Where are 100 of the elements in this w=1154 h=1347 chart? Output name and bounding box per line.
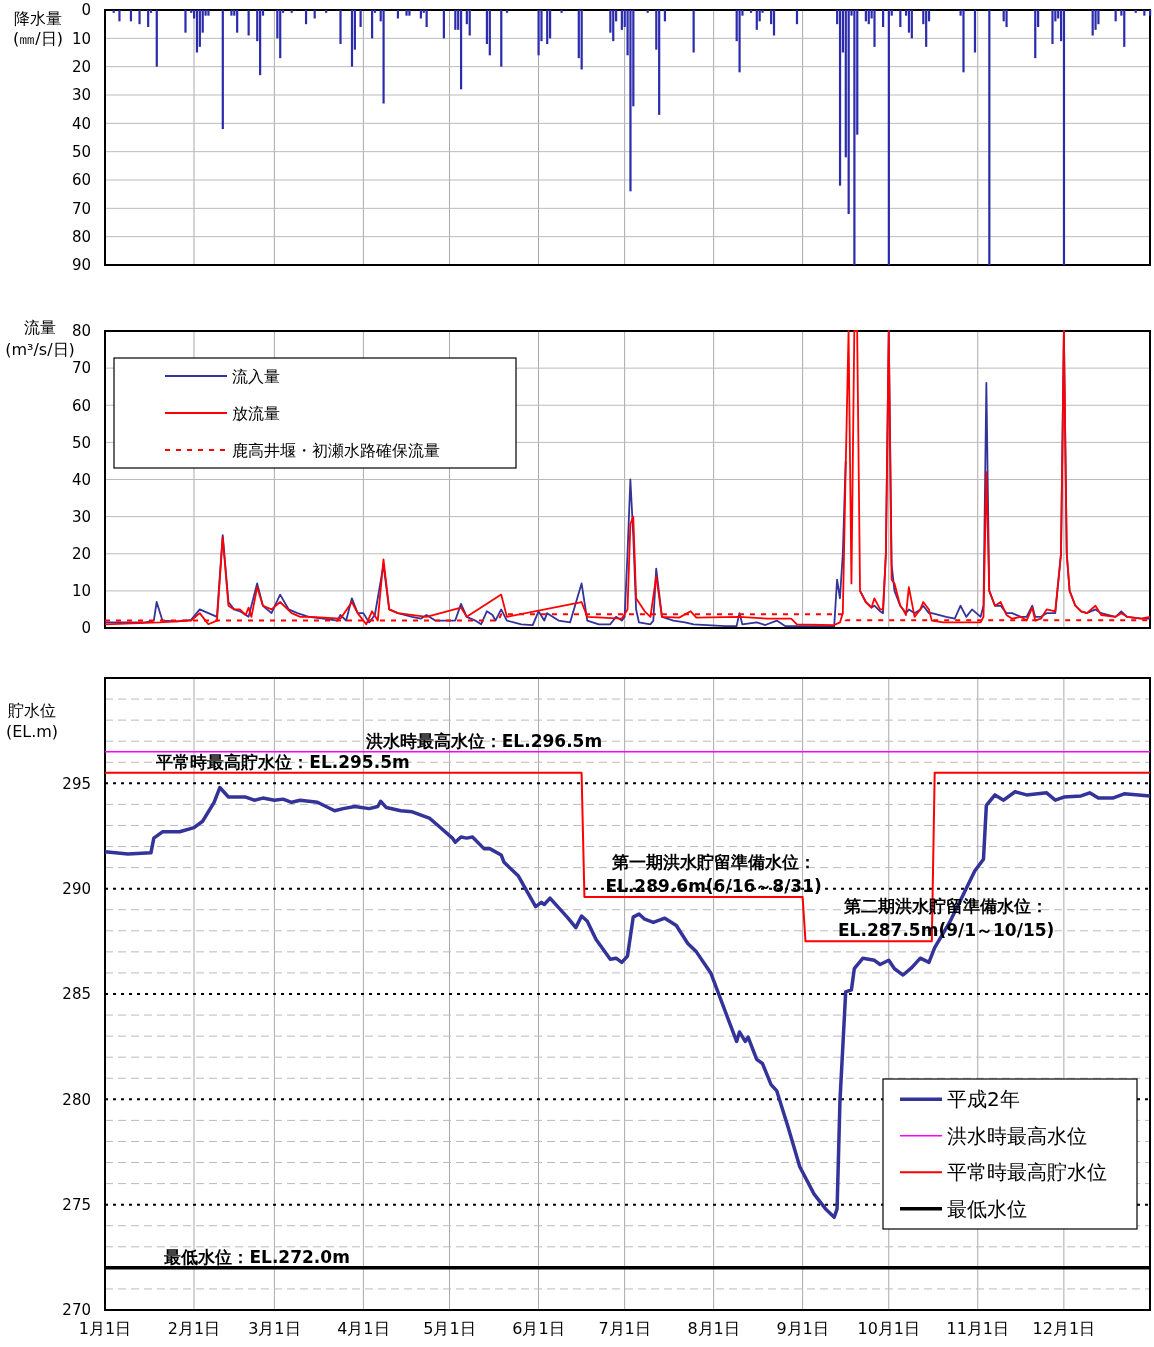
bar [500,10,503,67]
y-tick-label: 30 [71,507,91,526]
x-tick-label: 4月1日 [337,1319,390,1338]
bar [973,10,977,53]
y-tick-label: 70 [71,359,91,378]
bar [459,10,463,90]
x-tick-label: 6月1日 [512,1319,565,1338]
bar [560,10,563,13]
bar [537,10,540,56]
x-tick-label: 9月1日 [776,1319,829,1338]
bar [359,10,362,27]
bar [1143,10,1146,16]
legend-label: 平常時最高貯水位 [947,1160,1107,1185]
bar [899,10,902,27]
bar [1134,10,1137,13]
bar [442,10,445,39]
bar [546,10,549,44]
y-tick-label: 70 [71,199,91,218]
annotation: 第一期洪水貯留準備水位： EL.289.6m(6/16～8/31) [605,852,822,897]
bar [629,10,632,192]
y-tick-label: 60 [71,396,91,415]
y-tick-label: 50 [71,433,91,452]
bar [658,10,661,115]
bar [454,10,457,30]
y-tick-label: 80 [71,227,91,246]
x-tick-label: 12月1日 [1032,1319,1096,1338]
legend-label: 平成2年 [947,1087,1020,1112]
bar [1005,10,1008,27]
y-tick-label: 40 [71,470,91,489]
bar [304,10,308,25]
y-tick-label: 60 [71,171,91,190]
bar [1034,10,1037,59]
annotation: 平常時最高貯水位：EL.295.5m [155,751,410,772]
legend-label: 最低水位 [947,1196,1027,1221]
bar [692,10,695,53]
x-tick-label: 7月1日 [598,1319,651,1338]
bar [873,10,876,47]
bar [1051,10,1054,44]
y-tick-label: 40 [71,114,91,133]
y-tick-label: 285 [62,985,91,1004]
x-tick-label: 5月1日 [423,1319,476,1338]
bar [325,10,328,13]
y-tick-label: 10 [71,582,91,601]
annotation: 最低水位：EL.272.0m [163,1246,350,1267]
legend-label: 洪水時最高水位 [947,1123,1087,1148]
bar [646,10,649,13]
y-tick-label: 20 [71,57,91,76]
bar [580,10,583,70]
bar [1091,10,1094,36]
bar [612,10,615,42]
bar [772,10,776,36]
legend-label: 鹿高井堰・初瀬水路確保流量 [232,440,440,460]
x-tick-label: 3月1日 [248,1319,301,1338]
x-tick-label: 10月1日 [857,1319,921,1338]
y-tick-label: 10 [71,29,91,48]
bar [620,10,623,30]
bar [425,10,428,27]
y-tick-label: 50 [71,142,91,161]
bar [1149,10,1152,16]
y-tick-label: 295 [62,774,91,793]
bar [370,10,374,39]
bar [1123,10,1126,47]
bar [882,10,885,27]
bar [408,10,411,16]
legend-label: 放流量 [232,403,280,423]
y-tick-label: 30 [71,86,91,105]
bar [962,10,965,73]
legend-label: 流入量 [232,366,280,386]
bar [910,10,913,39]
y-tick-label: 0 [81,619,91,638]
bar [279,10,282,59]
bar [505,10,509,13]
bar [405,10,408,16]
x-tick-label: 8月1日 [687,1319,740,1338]
annotation: 洪水時最高水位：EL.296.5m [364,730,603,751]
y-tick-label: 0 [81,1,91,20]
bar [313,10,316,19]
bar [749,10,753,13]
bar [755,10,758,30]
y-tick-label: 280 [62,1090,91,1109]
x-tick-label: 2月1日 [167,1319,221,1338]
y-tick-label: 20 [71,545,91,563]
y-tick-label: 290 [62,879,91,898]
bar [339,10,342,44]
bar [847,10,850,214]
bar [925,10,928,47]
y-tick-label: 80 [71,322,91,341]
bar [350,10,354,67]
y-tick-label: 270 [62,1301,91,1320]
x-tick-label: 1月1日 [78,1319,132,1338]
bar [838,10,842,186]
bar [988,10,991,265]
bar [419,10,422,19]
bar [290,10,293,13]
bar [488,10,491,56]
y-axis-title: 降水量 (㎜/日) [13,9,63,48]
y-tick-label: 275 [62,1195,91,1214]
y-tick-label: 90 [71,256,91,275]
x-tick-label: 11月1日 [946,1319,1010,1338]
bar [795,10,799,25]
